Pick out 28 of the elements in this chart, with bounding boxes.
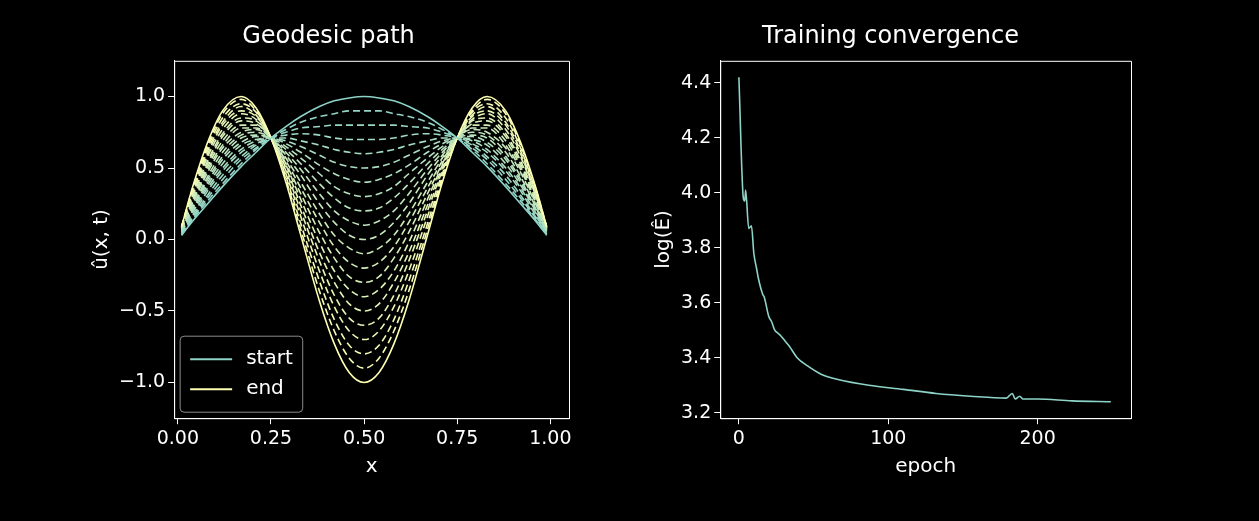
y-tick-label: 3.6: [681, 289, 712, 312]
y-tick-label: 1.0: [134, 83, 166, 106]
x-tick-label: 0: [732, 425, 745, 448]
x-tick-label: 200: [1019, 425, 1056, 448]
y-axis-title: log(Ê): [650, 210, 675, 269]
y-tick-label: 4.2: [681, 124, 712, 147]
x-tick-label: 0.25: [249, 425, 293, 448]
y-tick-label: 0.0: [134, 226, 166, 249]
y-tick-label: 3.2: [681, 399, 712, 422]
y-tick-label: 4.4: [681, 69, 712, 92]
y-tick-label: 3.8: [681, 234, 712, 257]
x-tick-label: 0.75: [436, 425, 479, 448]
chart-title: Training convergence: [760, 20, 1020, 49]
x-axis-title: epoch: [895, 453, 957, 478]
y-tick-label: −0.5: [119, 297, 166, 320]
legend-label: start: [246, 345, 293, 370]
y-tick-label: −1.0: [119, 369, 166, 392]
y-tick-label: 3.4: [681, 344, 712, 367]
x-tick-label: 0.50: [342, 425, 386, 448]
y-tick-label: 4.0: [681, 179, 712, 202]
chart-title: Geodesic path: [242, 20, 415, 49]
x-tick-label: 100: [870, 425, 907, 448]
x-tick-label: 0.00: [156, 425, 200, 448]
x-tick-label: 1.00: [529, 425, 572, 448]
y-tick-label: 0.5: [134, 154, 166, 177]
x-axis-title: x: [365, 453, 378, 478]
y-axis-title: û(x, t): [88, 209, 113, 270]
legend-label: end: [246, 375, 284, 400]
